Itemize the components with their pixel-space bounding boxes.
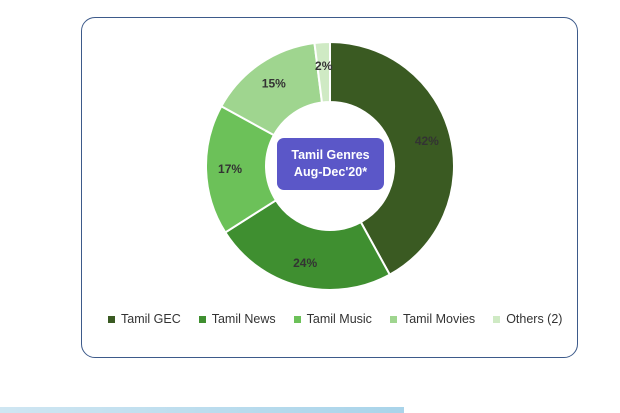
- legend-label: Tamil Movies: [402, 312, 476, 326]
- chart-title-line-2: Aug-Dec'20*: [293, 165, 368, 179]
- legend-item-tamil-music[interactable]: Tamil Music: [293, 312, 372, 326]
- chart-title-line-1: Tamil Genres: [291, 148, 370, 162]
- donut-slice-others-2[interactable]: [313, 40, 331, 104]
- bottom-decorative-bar: [0, 407, 404, 413]
- legend-swatch: [389, 315, 397, 323]
- legend-swatch: [198, 315, 206, 323]
- legend-item-tamil-movies[interactable]: Tamil Movies: [389, 312, 476, 326]
- slice-data-label: 24%: [293, 256, 317, 270]
- slice-data-label: 42%: [415, 134, 439, 148]
- donut-slice-tamil-news[interactable]: [223, 198, 392, 291]
- legend-item-others[interactable]: Others (2): [493, 312, 562, 326]
- chart-title-box: Tamil Genres Aug-Dec'20*: [277, 138, 384, 190]
- legend-label: Tamil GEC: [121, 312, 181, 326]
- slice-data-label: 15%: [262, 76, 286, 90]
- donut-slice-tamil-gec[interactable]: [329, 40, 455, 277]
- legend-item-tamil-gec[interactable]: Tamil GEC: [108, 312, 181, 326]
- legend-item-tamil-news[interactable]: Tamil News: [198, 312, 276, 326]
- slice-data-label: 2%: [315, 59, 333, 73]
- legend-swatch: [493, 315, 501, 323]
- legend-label: Tamil Music: [306, 312, 372, 326]
- legend-swatch: [108, 315, 115, 323]
- chart-legend: Tamil GEC Tamil News Tamil Music Tamil M…: [108, 312, 578, 326]
- legend-swatch: [293, 315, 301, 323]
- legend-label: Others (2): [506, 312, 563, 326]
- legend-label: Tamil News: [211, 312, 276, 326]
- slice-data-label: 17%: [218, 162, 242, 176]
